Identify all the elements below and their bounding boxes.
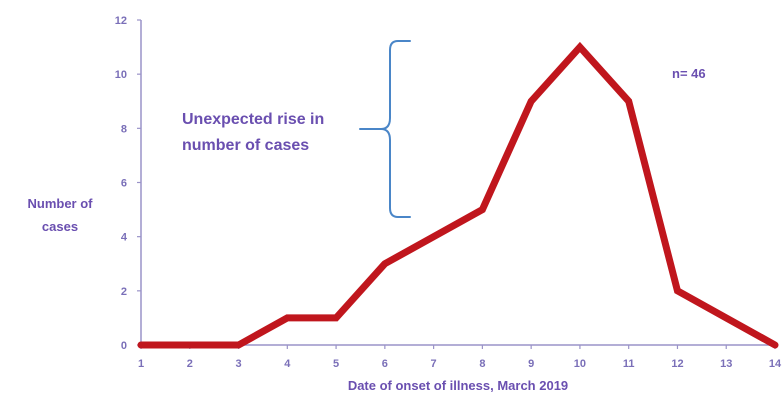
data-point xyxy=(530,100,532,102)
x-tick-label: 4 xyxy=(284,358,291,370)
series-line xyxy=(137,41,779,349)
x-ticks: 1 2 3 4 5 6 7 8 9 10 11 12 13 14 xyxy=(138,345,782,370)
y-tick-label: 8 xyxy=(121,123,127,135)
annotation-line-1: Unexpected rise in xyxy=(182,111,324,128)
y-axis-title-line-1: Number of xyxy=(28,196,94,211)
y-ticks: 0 2 4 6 8 10 12 xyxy=(115,15,141,352)
x-tick-label: 9 xyxy=(528,358,534,370)
y-tick-label: 0 xyxy=(121,340,127,352)
data-point xyxy=(433,236,435,238)
data-point xyxy=(384,263,386,265)
x-tick-label: 1 xyxy=(138,358,144,370)
x-tick-label: 7 xyxy=(431,358,437,370)
sample-size-label: n= 46 xyxy=(672,66,706,81)
x-tick-label: 3 xyxy=(235,358,241,370)
x-tick-label: 5 xyxy=(333,358,339,370)
x-tick-label: 11 xyxy=(623,358,635,370)
y-tick-label: 10 xyxy=(115,69,127,81)
x-tick-label: 10 xyxy=(574,358,586,370)
x-tick-label: 2 xyxy=(187,358,193,370)
data-point xyxy=(238,344,240,346)
data-point xyxy=(481,209,483,211)
x-tick-label: 12 xyxy=(671,358,683,370)
x-tick-label: 13 xyxy=(720,358,732,370)
y-tick-label: 6 xyxy=(121,178,127,190)
data-point xyxy=(579,46,581,48)
data-point xyxy=(725,317,727,319)
x-tick-label: 6 xyxy=(382,358,388,370)
series-cases xyxy=(137,41,779,349)
y-axis-title-line-2: cases xyxy=(42,219,78,234)
data-point xyxy=(140,344,142,346)
data-point xyxy=(628,100,630,102)
y-tick-label: 2 xyxy=(121,286,127,298)
y-tick-label: 12 xyxy=(115,15,127,27)
x-axis-title: Date of onset of illness, March 2019 xyxy=(348,378,568,393)
data-point xyxy=(335,317,337,319)
y-tick-label: 4 xyxy=(121,232,128,244)
curly-brace xyxy=(359,40,411,218)
data-point xyxy=(189,344,191,346)
data-point xyxy=(286,317,288,319)
data-point xyxy=(774,344,776,346)
annotation-line-2: number of cases xyxy=(182,137,309,154)
x-tick-label: 14 xyxy=(769,358,782,370)
x-tick-label: 8 xyxy=(479,358,485,370)
data-point xyxy=(676,290,678,292)
